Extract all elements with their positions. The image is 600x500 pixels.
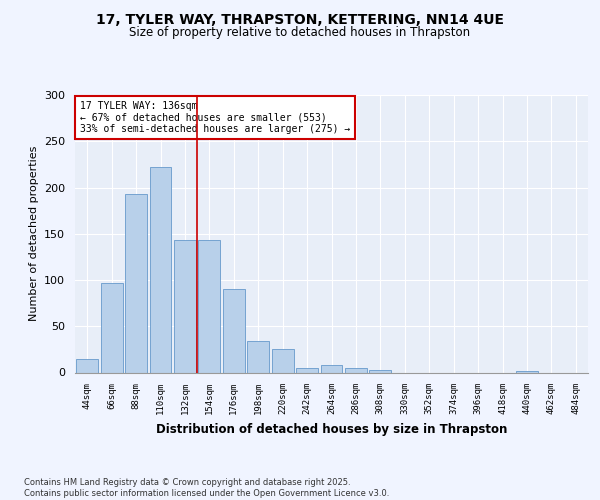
Bar [247, 341, 269, 372]
Bar [320, 365, 343, 372]
Text: 17, TYLER WAY, THRAPSTON, KETTERING, NN14 4UE: 17, TYLER WAY, THRAPSTON, KETTERING, NN1… [96, 12, 504, 26]
Bar [125, 194, 147, 372]
Text: Contains HM Land Registry data © Crown copyright and database right 2025.
Contai: Contains HM Land Registry data © Crown c… [24, 478, 389, 498]
Bar [76, 358, 98, 372]
Bar [516, 370, 538, 372]
Bar [174, 240, 196, 372]
Text: 17 TYLER WAY: 136sqm
← 67% of detached houses are smaller (553)
33% of semi-deta: 17 TYLER WAY: 136sqm ← 67% of detached h… [80, 100, 350, 134]
Bar [101, 283, 122, 372]
Bar [370, 370, 391, 372]
Bar [345, 368, 367, 372]
Bar [223, 289, 245, 372]
Text: Size of property relative to detached houses in Thrapston: Size of property relative to detached ho… [130, 26, 470, 39]
Bar [272, 350, 293, 372]
X-axis label: Distribution of detached houses by size in Thrapston: Distribution of detached houses by size … [156, 423, 507, 436]
Bar [199, 240, 220, 372]
Y-axis label: Number of detached properties: Number of detached properties [29, 146, 38, 322]
Bar [149, 167, 172, 372]
Bar [296, 368, 318, 372]
